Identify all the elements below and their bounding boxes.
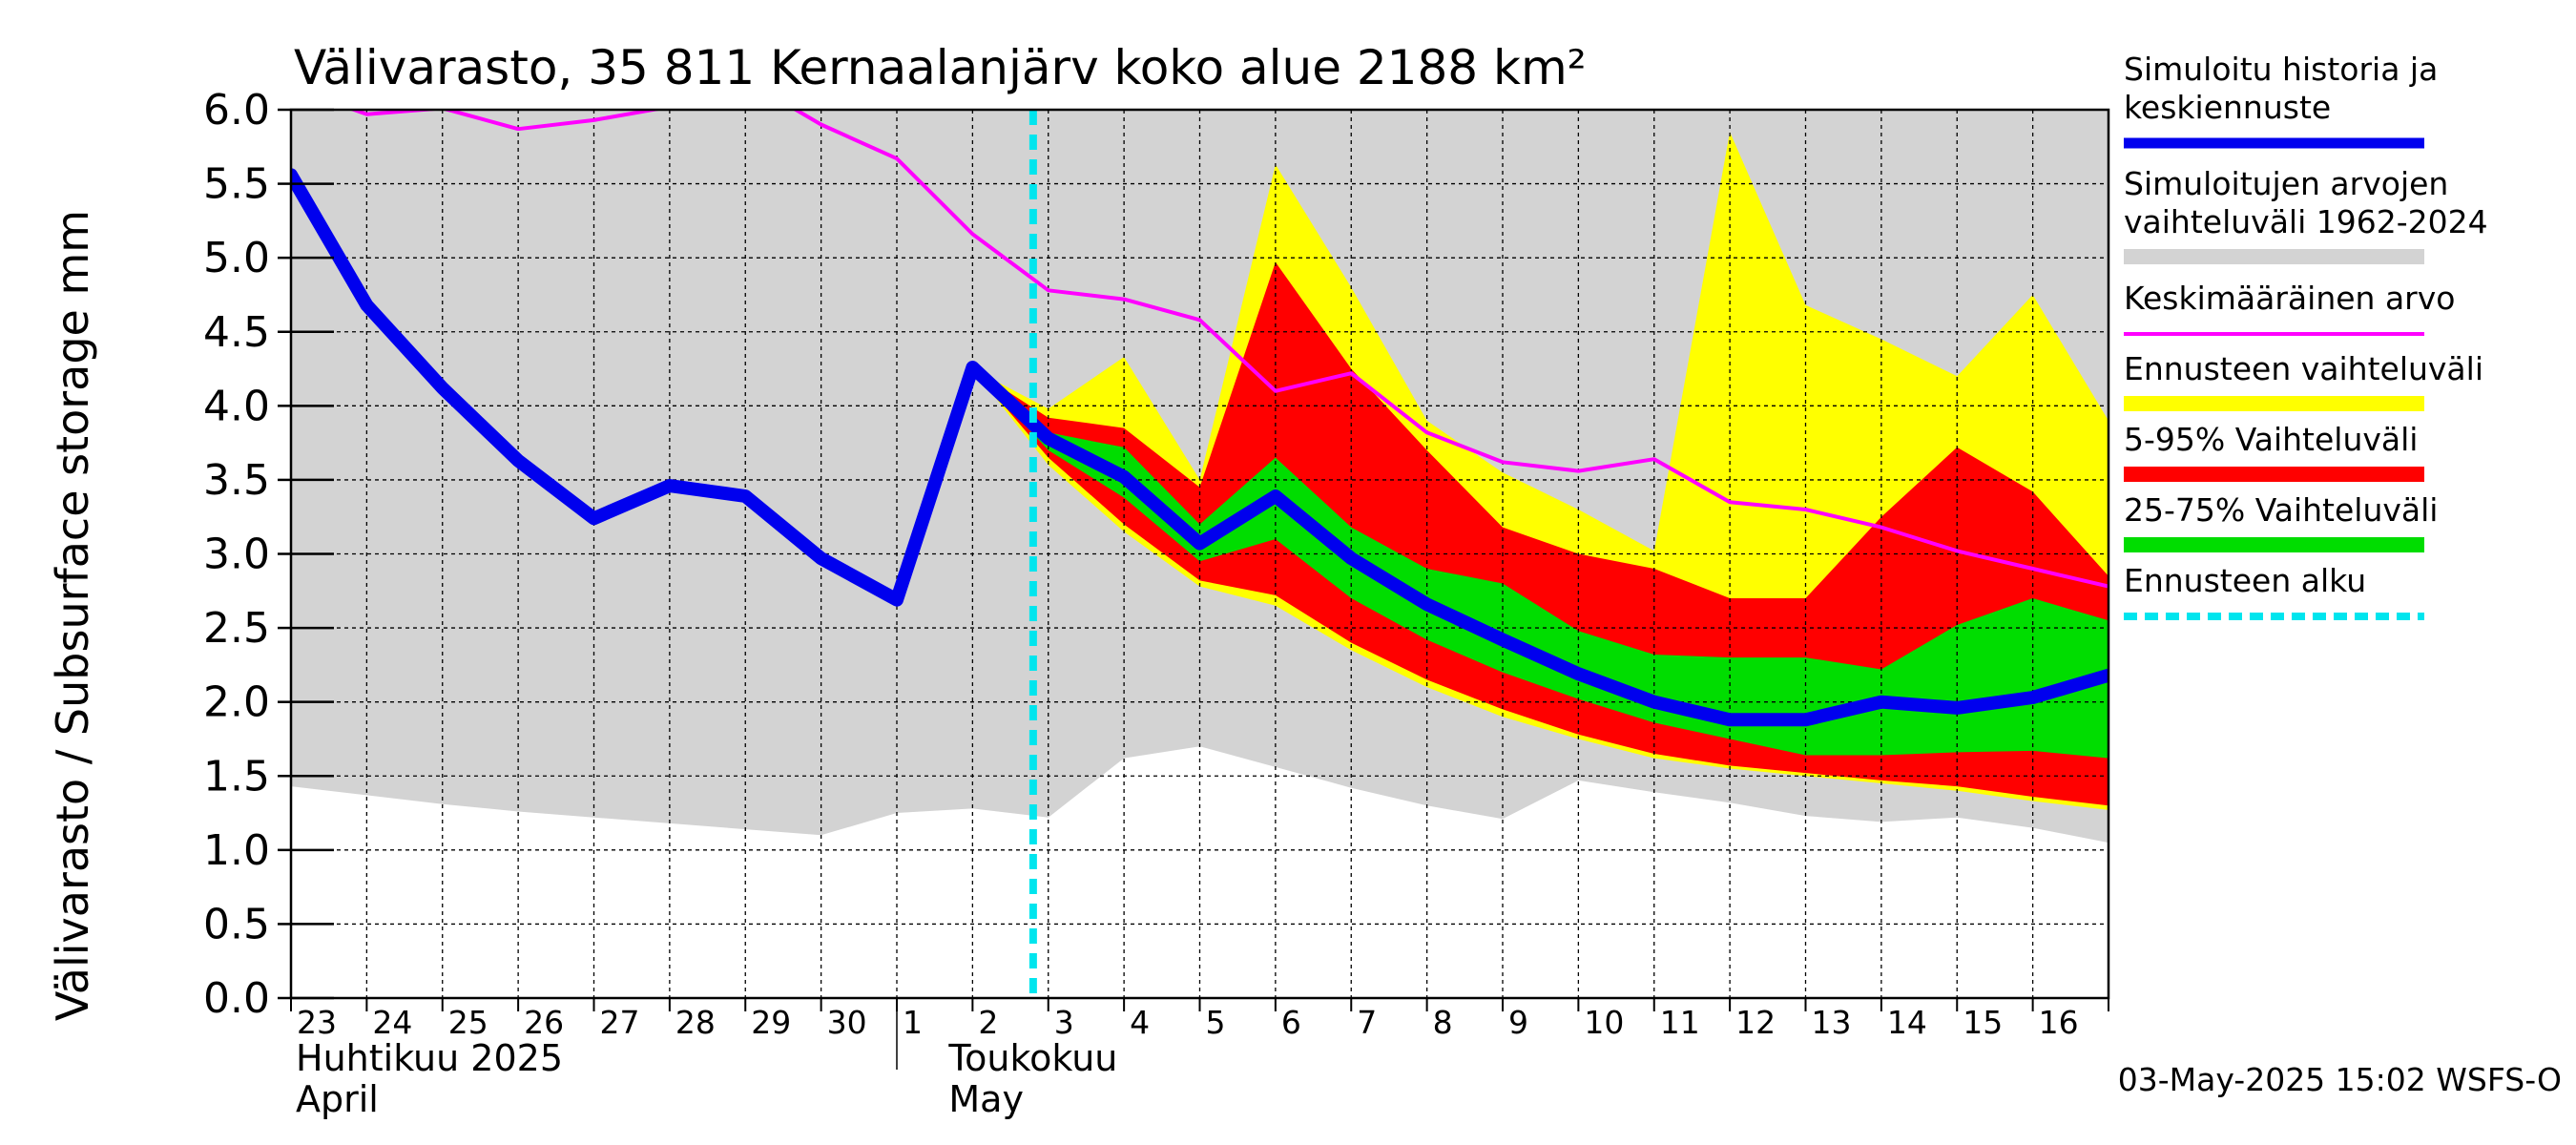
y-tick-label: 2.0: [203, 678, 270, 727]
month-label-en: May: [948, 1078, 1024, 1120]
x-tick-label: 15: [1963, 1004, 2003, 1041]
x-tick-label: 1: [903, 1004, 923, 1041]
legend-label: Simuloitu historia ja: [2124, 51, 2438, 88]
x-tick-label: 3: [1054, 1004, 1074, 1041]
legend-item-keskimaarainen-arvo: Keskimääräinen arvo: [2124, 280, 2455, 336]
legend-label: Ennusteen alku: [2124, 562, 2366, 599]
legend-label: Keskimääräinen arvo: [2124, 280, 2455, 317]
x-tick-label: 7: [1357, 1004, 1377, 1041]
legend-swatch: [2124, 396, 2424, 411]
month-label: Huhtikuu 2025: [296, 1037, 563, 1079]
legend-swatch: [2124, 249, 2424, 264]
legend-label: vaihteluväli 1962-2024: [2124, 203, 2488, 240]
x-tick-label: 23: [297, 1004, 337, 1041]
x-tick-label: 13: [1812, 1004, 1852, 1041]
legend-label: Ennusteen vaihteluväli: [2124, 350, 2483, 387]
legend-item-25-75-vaihteluvali: 25-75% Vaihteluväli: [2124, 491, 2438, 552]
x-tick-label: 10: [1584, 1004, 1624, 1041]
y-tick-label: 1.5: [203, 752, 270, 801]
x-tick-label: 25: [448, 1004, 488, 1041]
y-tick-label: 4.0: [203, 382, 270, 430]
legend-item-5-95-vaihteluvali: 5-95% Vaihteluväli: [2124, 421, 2424, 482]
y-tick-label: 3.0: [203, 531, 270, 579]
legend-swatch: [2124, 537, 2424, 552]
x-tick-label: 4: [1130, 1004, 1150, 1041]
legend-label: 5-95% Vaihteluväli: [2124, 421, 2418, 458]
y-tick-label: 4.5: [203, 308, 270, 357]
x-tick-label: 6: [1281, 1004, 1301, 1041]
y-tick-label: 6.0: [203, 86, 270, 135]
y-tick-label: 0.5: [203, 900, 270, 948]
x-tick-label: 8: [1433, 1004, 1453, 1041]
y-tick-label: 5.0: [203, 234, 270, 282]
month-label: Toukokuu: [947, 1037, 1117, 1079]
plot-content: [291, 110, 2109, 998]
plot-area: [291, 110, 2109, 998]
y-axis-label: Välivarasto / Subsurface storage mm: [47, 210, 98, 1021]
axes: 0.0 0.5 1.0 1.5 2.0 2.5 3.0 3.5 4.0 4.5 5.0 5.5 6.0 2…: [203, 86, 2110, 1120]
series-keskimaarainen-arvo: [348, 110, 2109, 589]
chart-title: Välivarasto, 35 811 Kernaalanjärv koko a…: [294, 40, 1587, 95]
legend-item-ennusteen-alku: Ennusteen alku: [2124, 562, 2424, 620]
y-tick-label: 2.5: [203, 604, 270, 653]
x-tick-label: 14: [1887, 1004, 1927, 1041]
band-25-75-vaihteluvali: [972, 368, 2109, 759]
month-label-en: April: [296, 1078, 379, 1120]
legend-label: Simuloitujen arvojen: [2124, 165, 2448, 202]
legend-item-ennusteen-vaihteluvali: Ennusteen vaihteluväli: [2124, 350, 2483, 411]
x-tick-label: 16: [2039, 1004, 2079, 1041]
x-tick-label: 24: [372, 1004, 412, 1041]
x-tick-label: 9: [1508, 1004, 1528, 1041]
x-tick-label: 29: [751, 1004, 791, 1041]
x-tick-label: 26: [524, 1004, 564, 1041]
legend-label: 25-75% Vaihteluväli: [2124, 491, 2438, 529]
x-tick-label: 2: [978, 1004, 998, 1041]
x-tick-label: 5: [1206, 1004, 1226, 1041]
y-tick-label: 1.0: [203, 826, 270, 875]
x-tick-label: 11: [1660, 1004, 1700, 1041]
x-tick-label: 30: [827, 1004, 867, 1041]
legend-label: keskiennuste: [2124, 89, 2331, 126]
x-tick-label: 27: [600, 1004, 640, 1041]
x-tick-label: 28: [675, 1004, 716, 1041]
y-tick-label: 3.5: [203, 456, 270, 505]
series-simuloitu-historia-ja-keskiennuste: [291, 168, 2109, 727]
footer-timestamp: 03-May-2025 15:02 WSFS-O: [2118, 1061, 2562, 1098]
legend: Simuloitu historia jakeskiennusteSimuloi…: [2124, 51, 2488, 620]
y-tick-label: 0.0: [203, 974, 270, 1023]
y-tick-label: 5.5: [203, 160, 270, 209]
legend-swatch: [2124, 467, 2424, 482]
x-tick-label: 12: [1735, 1004, 1776, 1041]
